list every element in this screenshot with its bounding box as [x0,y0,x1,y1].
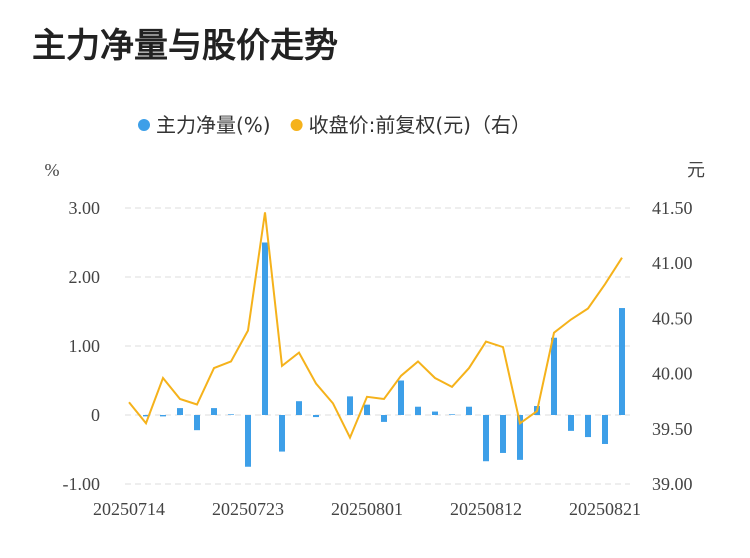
legend-marker [290,119,303,131]
bar [619,308,625,415]
y-tick-label: 0 [91,405,100,425]
bar [602,415,608,444]
x-tick-label: 20250821 [569,499,641,519]
bar [177,408,183,415]
y2-tick-label: 39.00 [652,474,693,494]
bar [194,415,200,431]
y-tick-label: 1.00 [69,336,101,356]
bar [517,415,523,460]
price-line [128,212,623,441]
chart-title: 主力净量与股价走势 [32,26,338,66]
bar [432,411,438,415]
y-tick-label: 2.00 [69,267,101,287]
x-tick-label: 20250812 [450,499,522,519]
legend-label: 主力净量(%) [156,113,271,137]
bar [160,415,166,417]
bar [568,415,574,431]
y-tick-label: -1.00 [63,474,101,494]
bar [381,415,387,422]
y2-tick-label: 39.50 [652,419,693,439]
bar [296,401,302,415]
bar [551,337,557,415]
bar [347,396,353,415]
x-tick-label: 20250714 [93,499,165,519]
legend-label: 收盘价:前复权(元)（右） [309,113,531,137]
y-axis-label: % [45,160,60,180]
bar [211,408,217,415]
y2-tick-label: 40.00 [652,364,693,384]
bar [364,404,370,415]
bar [313,415,319,418]
bar [398,380,404,415]
bar [143,415,149,417]
bar [449,414,455,415]
y2-axis-label: 元 [687,160,705,180]
y2-tick-label: 40.50 [652,308,693,328]
bar [585,415,591,438]
bar [262,242,268,415]
bar [500,415,506,453]
x-tick-label: 20250801 [331,499,403,519]
bar [228,414,234,415]
y2-tick-label: 41.00 [652,253,693,273]
bar [415,406,421,415]
bar [279,415,285,452]
y-tick-label: 3.00 [69,198,101,218]
y2-tick-label: 41.50 [652,198,693,218]
bar [466,406,472,415]
legend-marker [138,119,150,131]
x-tick-label: 20250723 [212,499,284,519]
bar [245,415,251,467]
bar [483,415,489,462]
